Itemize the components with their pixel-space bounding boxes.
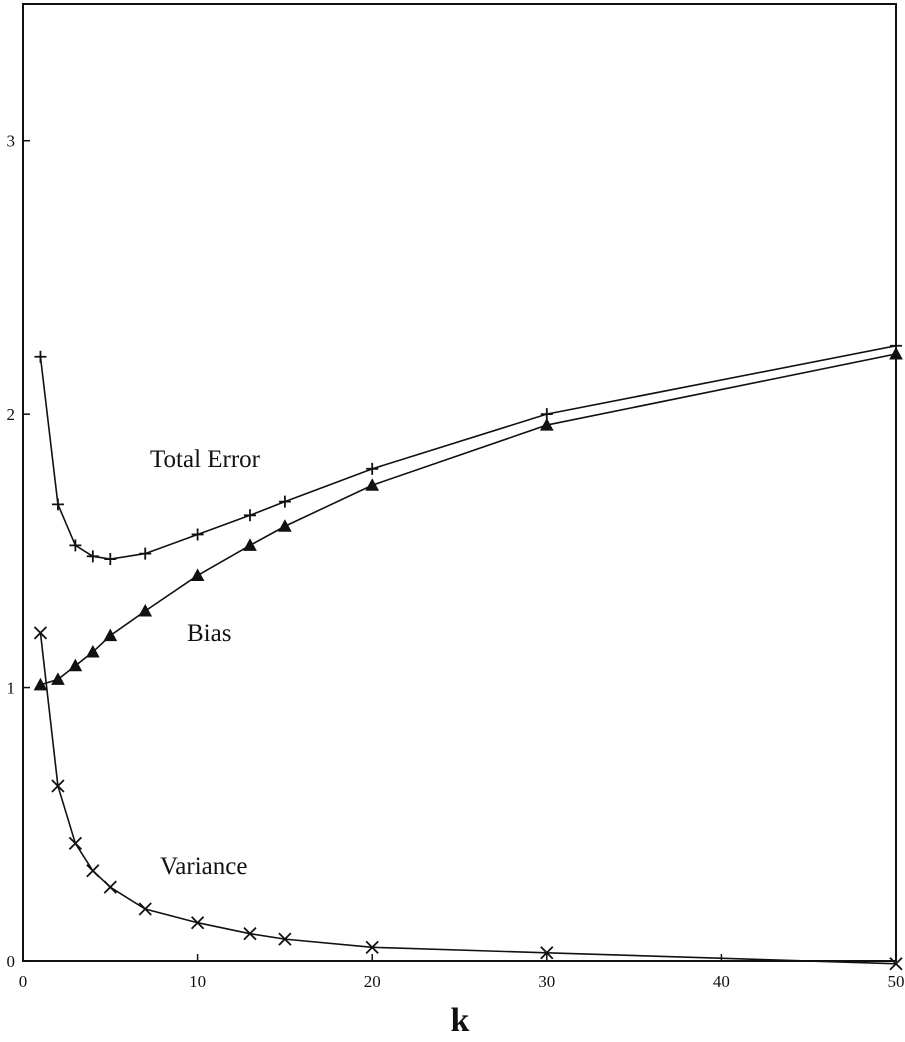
x-marker bbox=[365, 940, 379, 954]
triangle-marker bbox=[51, 672, 65, 685]
triangle-marker bbox=[889, 346, 903, 360]
x-tick-label: 50 bbox=[888, 972, 905, 991]
series-label-bias: Bias bbox=[187, 620, 231, 647]
y-tick-label: 3 bbox=[7, 132, 16, 151]
plus-marker bbox=[69, 539, 82, 552]
x-marker bbox=[540, 946, 554, 960]
x-tick-label: 20 bbox=[364, 972, 381, 991]
x-marker bbox=[68, 836, 83, 851]
x-marker bbox=[51, 779, 65, 793]
plus-marker bbox=[278, 495, 291, 508]
series-bias bbox=[33, 346, 903, 691]
triangle-marker bbox=[85, 644, 100, 658]
triangle-marker bbox=[190, 568, 205, 581]
series-labels: Total Error Bias Variance bbox=[150, 446, 261, 880]
triangle-marker bbox=[138, 603, 153, 617]
plus-marker bbox=[243, 509, 256, 522]
triangle-marker bbox=[68, 658, 83, 672]
x-tick-label: 30 bbox=[538, 972, 555, 991]
x-marker bbox=[103, 880, 117, 894]
plus-marker bbox=[139, 547, 152, 560]
axis-ticks: 0 10 20 30 40 50 0 1 2 3 bbox=[7, 132, 905, 991]
x-tick-label: 0 bbox=[19, 972, 28, 991]
triangle-marker bbox=[365, 478, 380, 491]
plus-marker bbox=[51, 498, 64, 511]
plus-marker bbox=[86, 550, 99, 563]
series-line-bias bbox=[40, 353, 897, 686]
x-tick-label: 10 bbox=[189, 972, 206, 991]
y-tick-label: 1 bbox=[7, 679, 16, 698]
plus-marker bbox=[191, 528, 204, 541]
plot-frame bbox=[22, 3, 897, 962]
triangle-marker bbox=[243, 538, 257, 551]
x-tick-label: 40 bbox=[713, 972, 730, 991]
triangle-marker bbox=[278, 519, 292, 532]
y-tick-label: 0 bbox=[7, 952, 16, 971]
y-tick-label: 2 bbox=[7, 405, 16, 424]
x-marker bbox=[138, 902, 152, 916]
plus-marker bbox=[366, 462, 379, 475]
plus-marker bbox=[104, 553, 117, 566]
series-group bbox=[33, 339, 903, 971]
x-marker bbox=[278, 932, 292, 946]
x-marker bbox=[190, 916, 205, 930]
x-marker bbox=[33, 626, 48, 640]
triangle-marker bbox=[539, 418, 554, 431]
series-variance bbox=[33, 626, 903, 971]
x-marker bbox=[243, 927, 257, 941]
series-line-total-error bbox=[39, 345, 897, 560]
series-label-variance: Variance bbox=[160, 853, 247, 880]
triangle-marker bbox=[33, 677, 48, 691]
series-line-variance bbox=[39, 632, 897, 965]
x-axis-title: k bbox=[451, 1002, 470, 1039]
triangle-marker bbox=[103, 628, 118, 642]
series-label-total-error: Total Error bbox=[150, 446, 261, 473]
series-total-error bbox=[34, 339, 902, 566]
x-marker bbox=[86, 864, 100, 878]
plus-marker bbox=[34, 350, 47, 363]
x-marker bbox=[889, 957, 903, 971]
